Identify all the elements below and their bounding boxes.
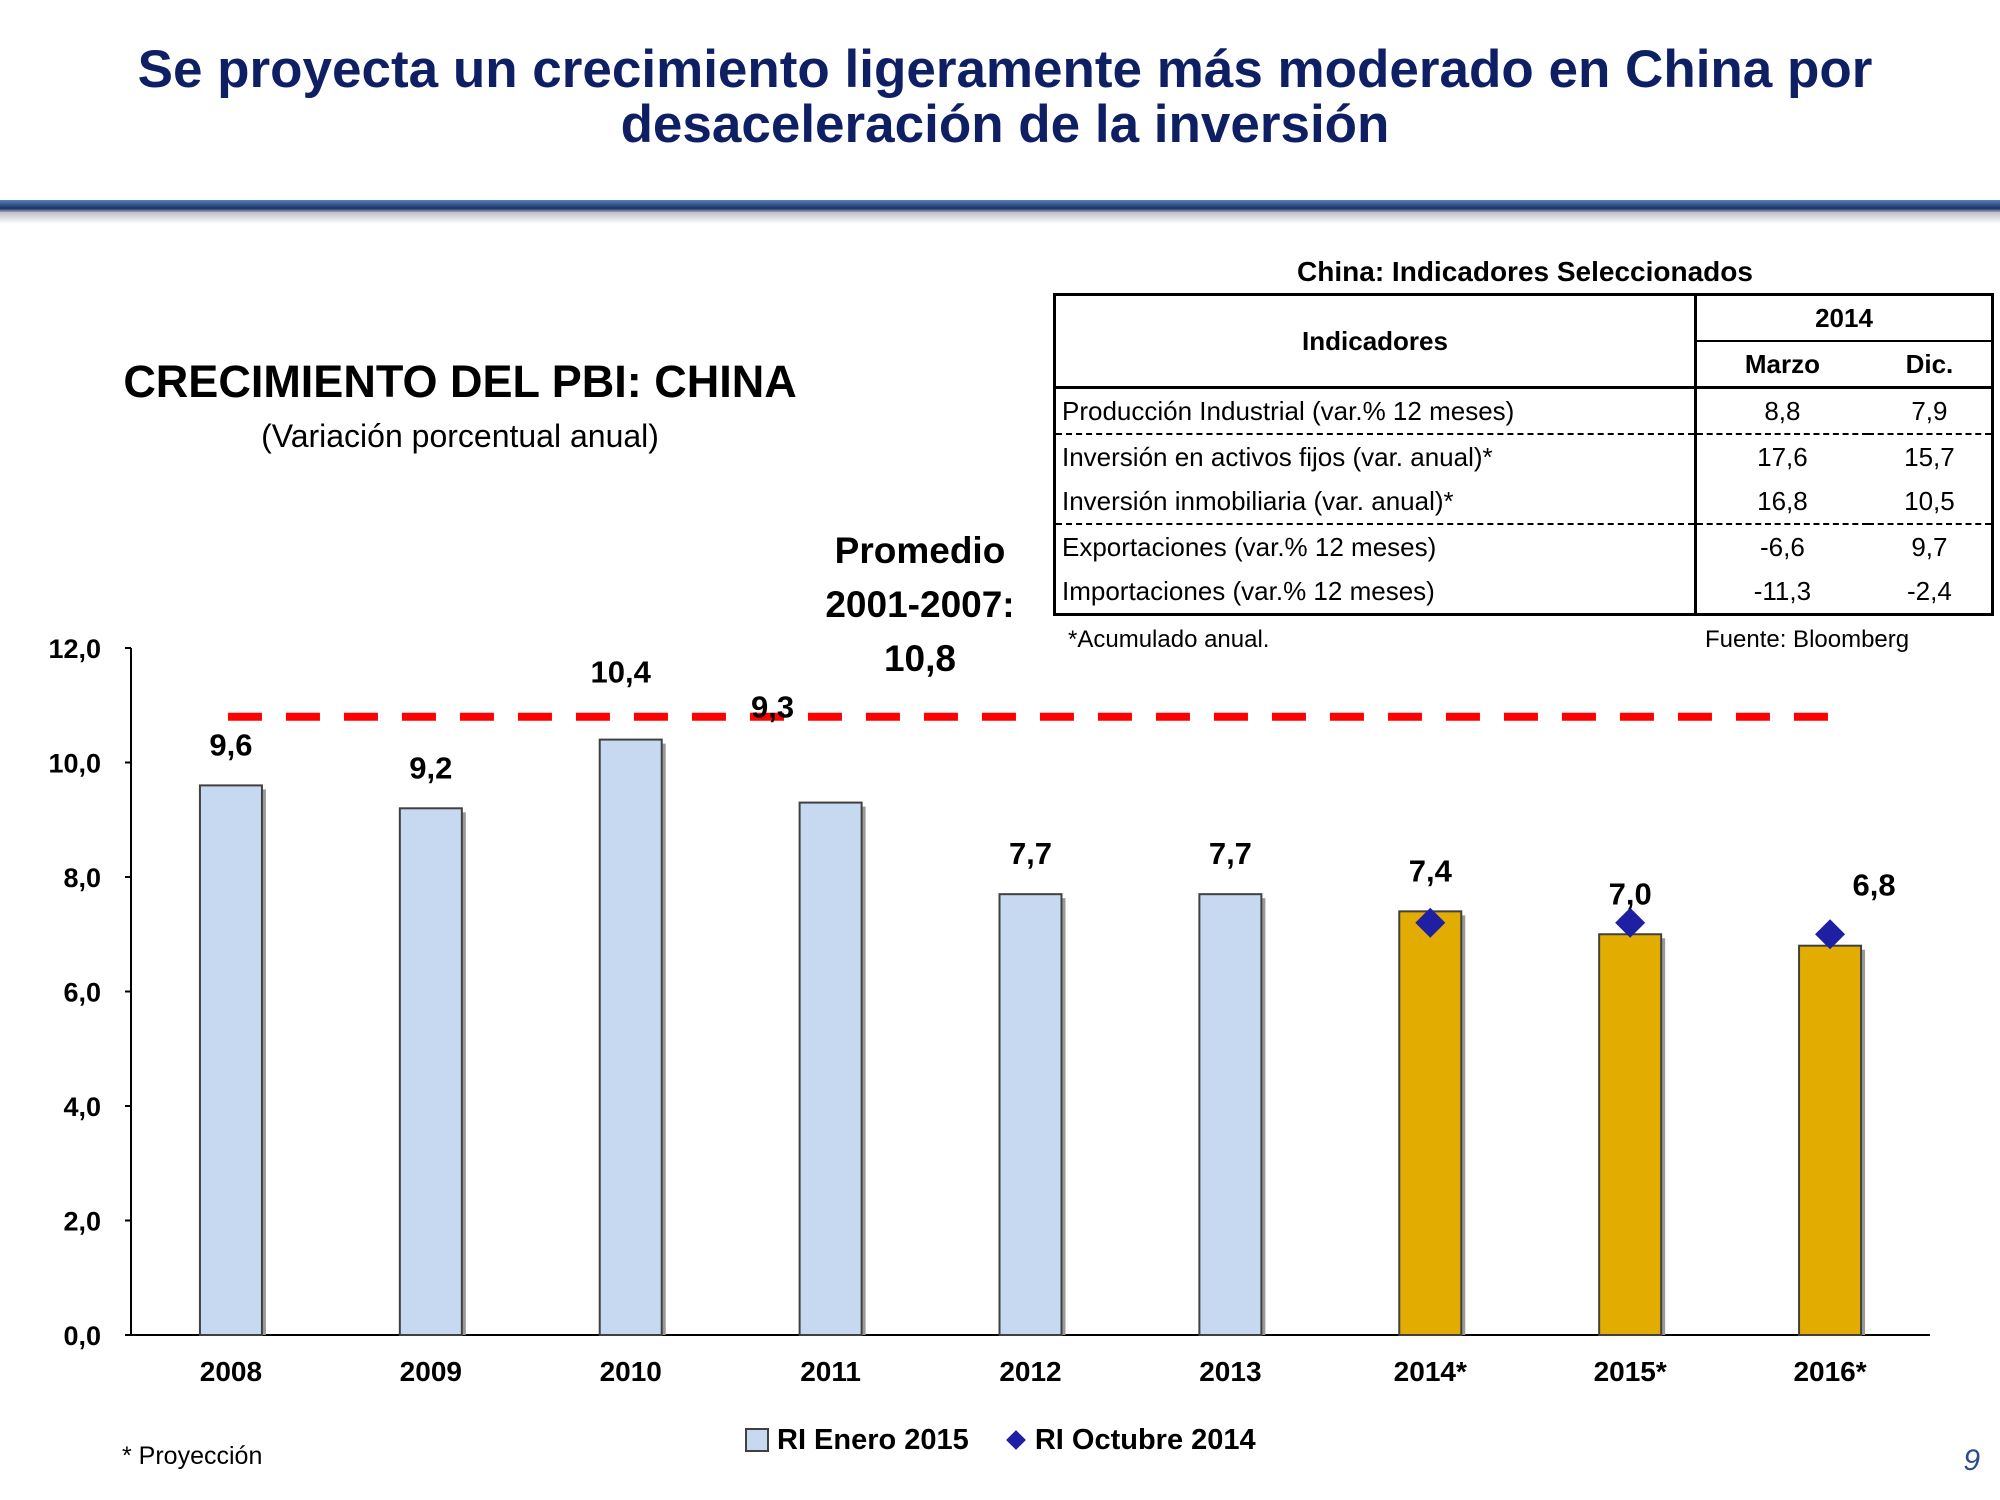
table-note: *Acumulado anual. [1068,626,1270,653]
row-dec: 7,9 [1867,387,1993,435]
chart-subtitle: (Variación porcentual anual) [261,418,659,454]
y-axis: 0,0 2,0 4,0 6,0 8,0 10,0 12,0 [48,634,132,1351]
table-row: Inversión inmobiliaria (var. anual)* 16,… [1054,479,1993,525]
x-tick-label: 2010 [600,1356,662,1387]
data-label: 7,4 [1409,853,1453,888]
projection-footnote: * Proyección [122,1442,263,1470]
row-label: Inversión inmobiliaria (var. anual)* [1054,479,1697,525]
y-tick-label: 12,0 [48,634,101,664]
data-labels: 9,6 9,2 10,4 9,3 7,7 7,7 7,4 7,0 6,8 [209,655,1895,912]
title-divider [0,200,2000,212]
marker-series [1415,907,1846,950]
table-caption: China: Indicadores Seleccionados [1297,256,1753,287]
legend-item-bars: RI Enero 2015 [745,1424,969,1457]
row-march: 16,8 [1695,479,1868,525]
data-label: 9,2 [409,750,452,785]
bar [998,893,1063,1336]
row-march: -6,6 [1760,531,1805,562]
x-tick-label: 2013 [1199,1356,1261,1387]
x-tick-label: 2008 [200,1356,262,1387]
row-dec: 15,7 [1904,441,1955,472]
table-row: Producción Industrial (var.% 12 meses) 8… [1054,387,1993,435]
table-source: Fuente: Bloomberg [1705,626,1910,653]
bar [1598,933,1663,1336]
legend-marker-label: RI Octubre 2014 [1034,1423,1256,1456]
title-divider-shadow [0,212,2000,224]
y-tick-label: 10,0 [48,749,101,779]
row-dec: 9,7 [1911,531,1948,562]
row-march: 17,6 [1757,441,1808,472]
legend-bar-label: RI Enero 2015 [777,1423,969,1456]
y-tick-label: 2,0 [63,1207,101,1237]
december-header: Dic. [1867,341,1993,389]
row-dec: -2,4 [1907,575,1952,606]
average-annotation-value: 10,8 [883,638,956,679]
x-axis: 2008 2009 2010 2011 2012 2013 2014* 2015* 2016* [131,1334,1930,1387]
average-annotation-line1: Promedio [834,530,1006,571]
x-tick-label: 2016* [1793,1356,1866,1387]
data-label: 9,3 [751,690,794,725]
row-label: Inversión en activos fijos (var. anual)* [1054,434,1697,479]
average-annotation: Promedio 2001-2007: 10,8 [790,524,1050,686]
bar [598,738,663,1336]
table-row: Exportaciones (var.% 12 meses) -6,6 9,7 [1054,524,1993,569]
row-march: -11,3 [1753,575,1812,606]
page-number: 9 [1963,1444,1980,1477]
bar [1398,910,1463,1336]
row-march: 8,8 [1695,387,1868,435]
table-row: Inversión en activos fijos (var. anual)*… [1054,434,1993,479]
row-label: Importaciones (var.% 12 meses) [1054,569,1697,615]
diamond-marker [1615,907,1646,938]
diamond-marker [1415,907,1446,938]
y-tick-label: 0,0 [63,1321,101,1351]
y-tick-label: 6,0 [63,978,101,1008]
x-tick-label: 2009 [400,1356,462,1387]
indicators-header: Indicadores [1054,294,1697,389]
data-label: 7,7 [1009,836,1052,871]
x-tick-label: 2012 [999,1356,1061,1387]
data-label: 10,4 [591,655,652,690]
bar [1198,893,1263,1336]
bar [398,807,463,1336]
data-label: 9,6 [209,727,252,762]
year-header: 2014 [1695,294,1993,342]
legend-item-markers: RI Octubre 2014 [1005,1424,1256,1457]
indicators-table: Indicadores 2014 Marzo Dic. Producción I… [1053,293,1994,616]
x-tick-label: 2014* [1394,1356,1467,1387]
y-tick-label: 8,0 [63,863,101,893]
x-tick-label: 2015* [1594,1356,1667,1387]
data-label: 7,7 [1209,836,1252,871]
data-label: 7,0 [1609,876,1652,911]
x-tick-label: 2011 [800,1356,861,1387]
row-label: Producción Industrial (var.% 12 meses) [1054,387,1697,435]
row-dec: 10,5 [1867,479,1993,525]
diamond-marker [1815,919,1846,950]
bar [198,784,263,1336]
average-annotation-line2: 2001-2007: [825,584,1015,625]
slide-title: Se proyecta un crecimiento ligeramente m… [40,42,1970,152]
march-header: Marzo [1695,341,1868,389]
legend-bar-swatch [745,1428,769,1452]
chart-title: CRECIMIENTO DEL PBI: CHINA [123,356,797,407]
slide-title-line1: Se proyecta un crecimiento ligeramente m… [137,40,1873,99]
table-row: Importaciones (var.% 12 meses) -11,3 -2,… [1054,569,1993,615]
data-label: 6,8 [1853,868,1896,903]
bar [798,801,863,1336]
bar-series [198,738,1866,1336]
bar [1798,944,1863,1336]
chart-legend: RI Enero 2015 RI Octubre 2014 [745,1420,1292,1460]
legend-diamond-icon [1005,1430,1026,1450]
row-label: Exportaciones (var.% 12 meses) [1054,524,1697,569]
slide-title-line2: desaceleración de la inversión [620,95,1390,154]
y-tick-label: 4,0 [63,1092,101,1122]
